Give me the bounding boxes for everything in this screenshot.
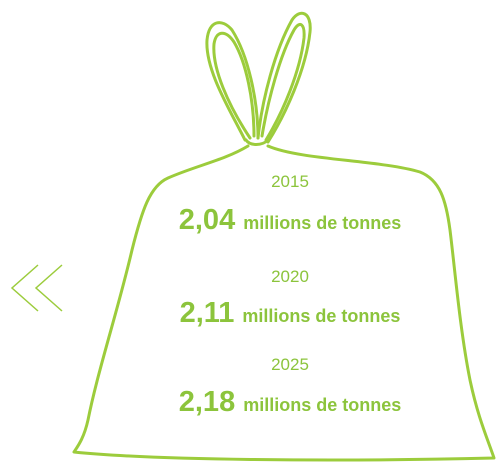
- year-label: 2020: [271, 267, 309, 286]
- amount-value: 2,18: [179, 386, 235, 418]
- amount-unit: millions de tonnes: [242, 306, 400, 326]
- bag-outline: [72, 11, 496, 462]
- amount-line: 2,11 millions de tonnes: [180, 297, 401, 329]
- chevron-icon[interactable]: [10, 264, 63, 312]
- amount-unit: millions de tonnes: [243, 395, 401, 415]
- right-handle: [256, 11, 312, 144]
- right-handle-inner: [260, 22, 306, 142]
- amount-value: 2,11: [180, 297, 235, 329]
- amount-line: 2,18 millions de tonnes: [179, 386, 401, 418]
- knot: [244, 138, 270, 146]
- year-label: 2025: [271, 355, 309, 374]
- amount-value: 2,04: [179, 204, 235, 236]
- amount-unit: millions de tonnes: [243, 213, 401, 233]
- left-handle: [205, 21, 260, 142]
- year-label: 2015: [271, 172, 309, 191]
- chevron-left-1: [10, 264, 39, 312]
- amount-line: 2,04 millions de tonnes: [179, 204, 401, 236]
- chevron-left-2: [34, 264, 63, 312]
- bag-body: [72, 144, 496, 462]
- left-handle-inner: [212, 31, 256, 140]
